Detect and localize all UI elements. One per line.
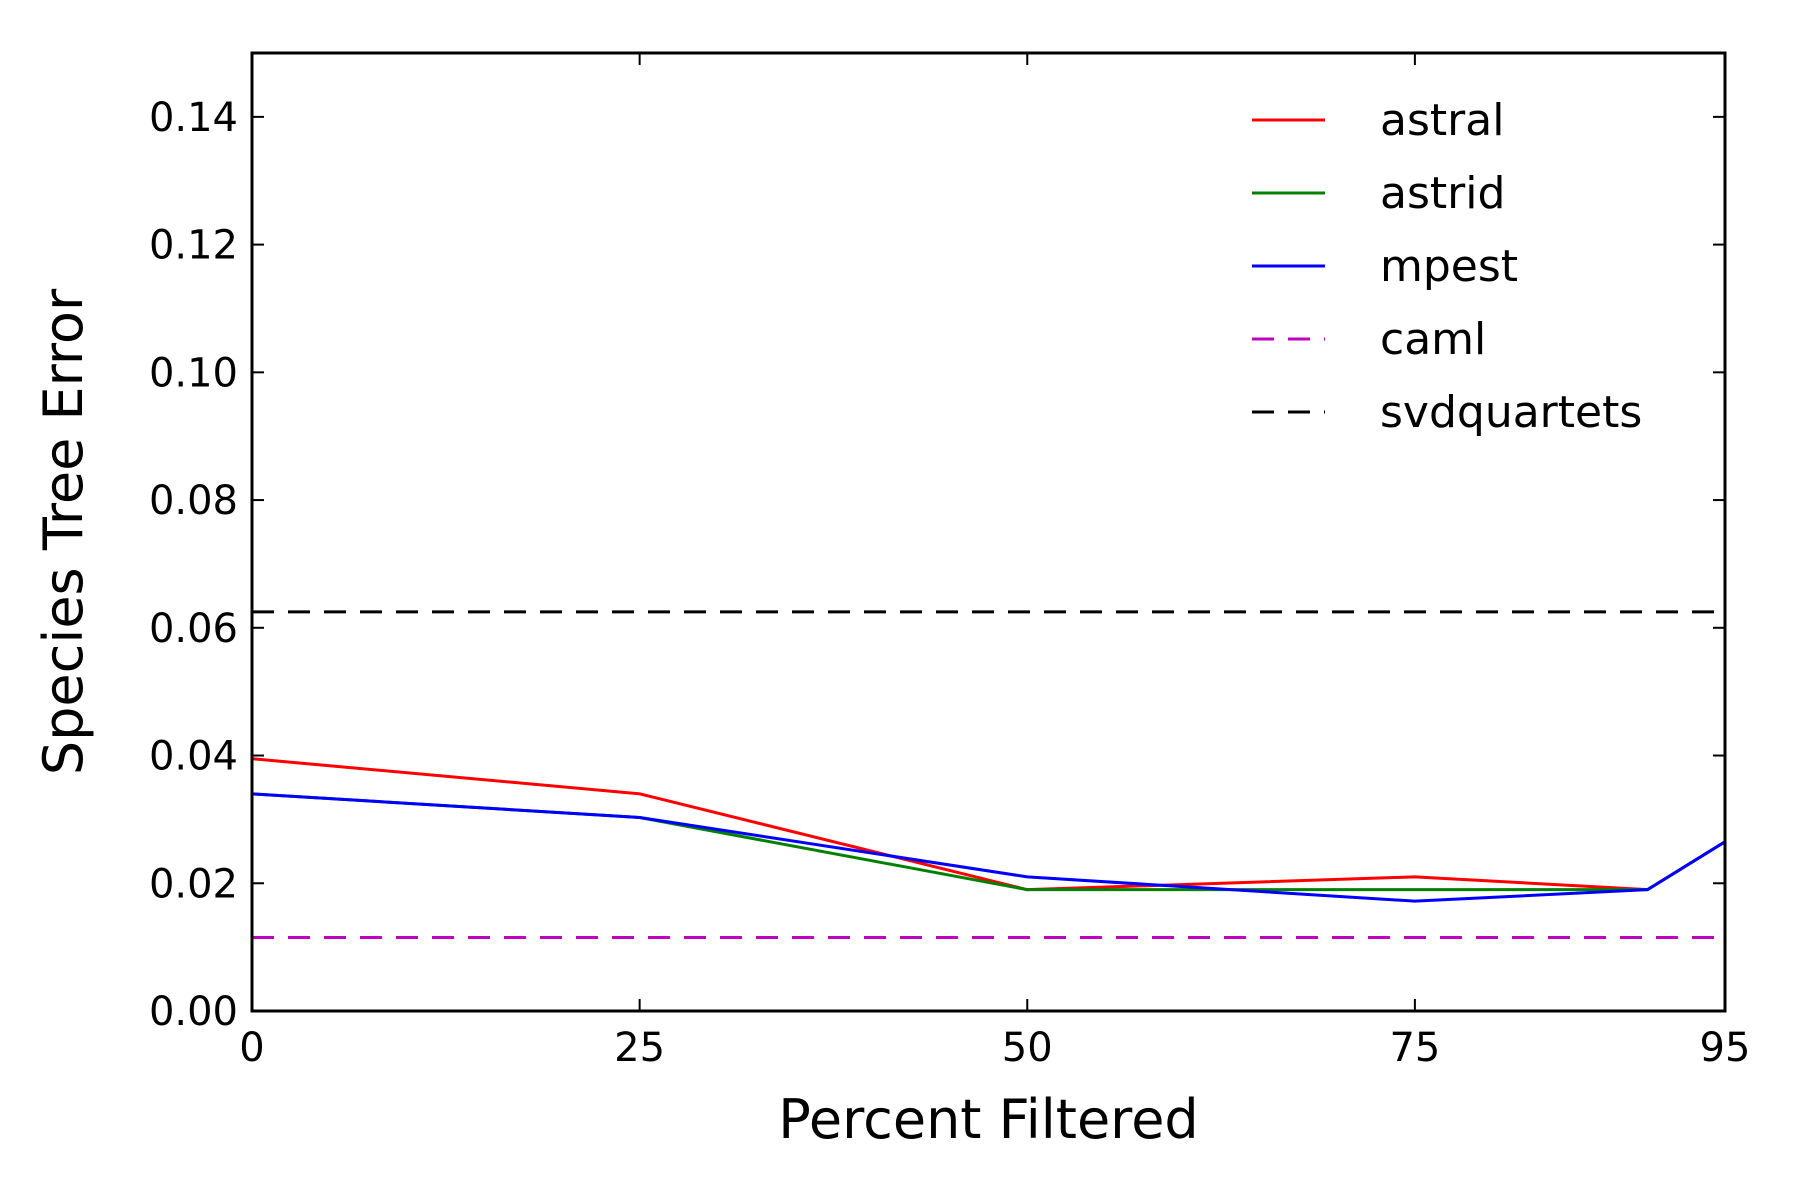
x-axis-title: Percent Filtered xyxy=(778,1088,1198,1151)
legend-label-mpest: mpest xyxy=(1380,241,1518,292)
series-line-mpest xyxy=(252,792,1725,903)
legend: astral astrid mpest caml svdquartets xyxy=(1252,95,1642,438)
x-tick-label: 95 xyxy=(1700,1025,1751,1071)
y-tick-label: 0.04 xyxy=(149,734,238,780)
legend-label-astrid: astrid xyxy=(1380,168,1505,219)
legend-label-astral: astral xyxy=(1380,95,1504,146)
x-tick-label: 50 xyxy=(1002,1025,1053,1071)
legend-label-caml: caml xyxy=(1380,314,1486,365)
x-tick-label: 25 xyxy=(614,1025,665,1071)
y-tick-label: 0.08 xyxy=(149,478,238,524)
y-axis-title: Species Tree Error xyxy=(32,288,95,775)
ticks-layer: 0 25 50 75 95 0.00 0.02 0.04 0.06 0.08 0.10 0.12 0.1… xyxy=(149,53,1751,1071)
legend-label-svdquartets: svdquartets xyxy=(1380,387,1642,438)
y-tick-label: 0.00 xyxy=(149,989,238,1035)
y-tick-label: 0.10 xyxy=(149,350,238,396)
x-tick-label: 75 xyxy=(1389,1025,1440,1071)
x-tick-label: 0 xyxy=(239,1025,264,1071)
y-tick-label: 0.02 xyxy=(149,861,238,907)
plot-frame xyxy=(250,51,1727,1013)
y-tick-label: 0.14 xyxy=(149,95,238,141)
y-tick-label: 0.06 xyxy=(149,606,238,652)
y-tick-label: 0.12 xyxy=(149,223,238,269)
series-layer xyxy=(252,610,1725,940)
